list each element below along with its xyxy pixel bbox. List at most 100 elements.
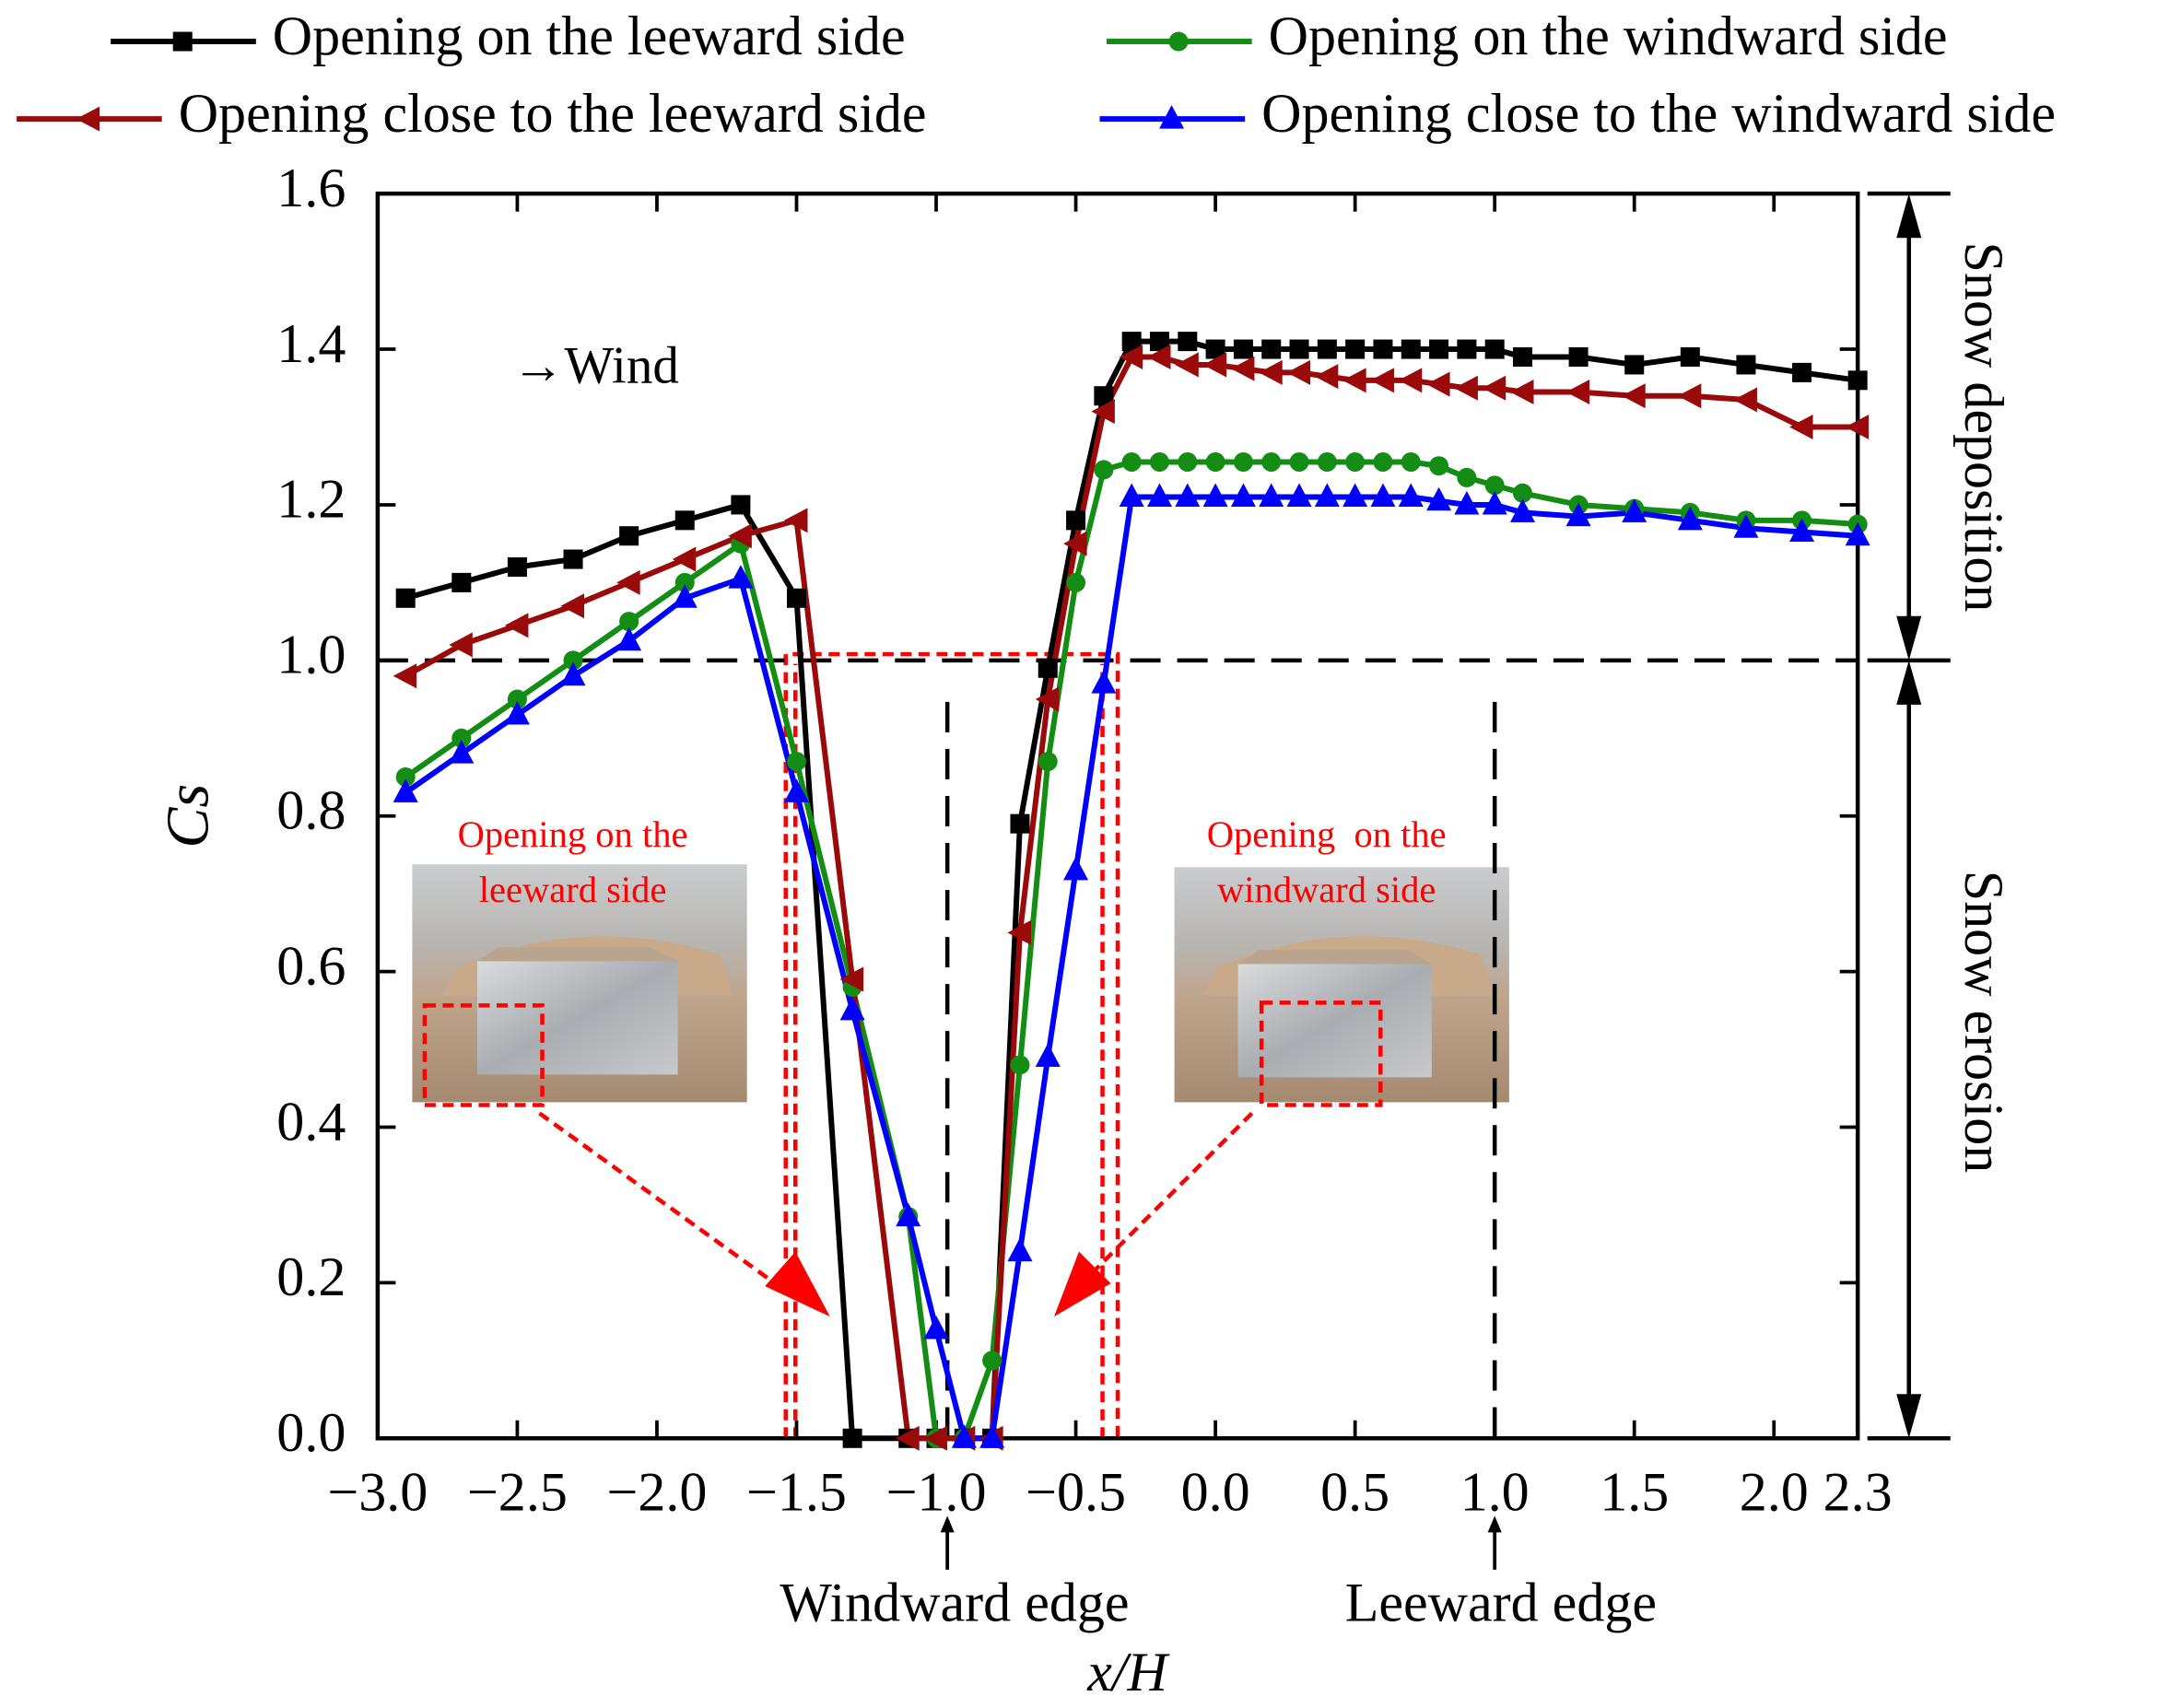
- photo-right: [1174, 867, 1509, 1103]
- range-arrow-head: [1896, 193, 1922, 239]
- edge-label: Leeward edge: [1345, 1572, 1657, 1633]
- marker: [1624, 355, 1645, 375]
- x-tick-label: −0.5: [1026, 1461, 1126, 1523]
- marker: [1789, 518, 1815, 543]
- marker: [1178, 451, 1198, 473]
- marker: [1259, 483, 1284, 508]
- marker: [1345, 451, 1366, 473]
- marker: [1565, 502, 1591, 527]
- marker: [1317, 451, 1337, 473]
- marker: [1289, 339, 1309, 359]
- marker: [1149, 332, 1169, 352]
- marker: [1370, 368, 1394, 393]
- marker: [1146, 483, 1173, 508]
- marker: [672, 546, 697, 572]
- marker: [839, 996, 865, 1021]
- arrow-head: [765, 1251, 830, 1317]
- edge-arrow-head: [940, 1515, 955, 1533]
- marker: [1314, 483, 1340, 508]
- legend-marker: [1168, 31, 1189, 52]
- marker: [1429, 339, 1449, 359]
- marker: [619, 526, 639, 546]
- marker: [1038, 658, 1058, 678]
- legend-label: Opening close to the windward side: [1261, 82, 2056, 144]
- x-tick-label: −3.0: [327, 1461, 428, 1523]
- range-arrow-head: [1896, 660, 1922, 705]
- marker: [1429, 456, 1449, 476]
- marker: [504, 613, 529, 638]
- marker: [672, 584, 698, 608]
- marker: [1233, 451, 1253, 473]
- marker: [923, 1316, 949, 1339]
- legend-marker: [1159, 105, 1185, 129]
- x-tick-label: 1.5: [1600, 1461, 1669, 1523]
- marker: [1091, 670, 1117, 694]
- y-tick-label: 1.6: [276, 157, 346, 218]
- marker: [1401, 339, 1421, 359]
- marker: [1289, 451, 1309, 473]
- marker: [619, 612, 639, 632]
- marker: [1149, 451, 1169, 473]
- marker: [786, 588, 807, 608]
- marker: [560, 661, 586, 686]
- marker: [1568, 346, 1589, 368]
- marker: [1677, 506, 1703, 531]
- marker: [395, 766, 416, 788]
- marker: [1733, 514, 1759, 538]
- marker: [674, 510, 695, 531]
- marker: [1286, 483, 1312, 508]
- x-tick-label: 1.0: [1460, 1461, 1530, 1523]
- x-tick-label: 2.3: [1823, 1461, 1893, 1523]
- wind-annotation: →Wind: [511, 336, 678, 394]
- marker: [1094, 460, 1114, 480]
- marker: [1066, 572, 1086, 592]
- marker: [616, 569, 640, 595]
- marker: [1454, 375, 1478, 401]
- x-tick-label: −1.5: [746, 1461, 847, 1523]
- x-axis-label: x/H: [1086, 1641, 1170, 1702]
- marker: [1509, 379, 1534, 405]
- x-tick-label: 0.5: [1320, 1461, 1389, 1523]
- marker: [1205, 451, 1225, 473]
- marker: [1342, 368, 1366, 393]
- side-label: Snow deposition: [1953, 242, 2015, 613]
- marker: [1509, 498, 1535, 522]
- marker: [1317, 339, 1337, 359]
- marker: [507, 556, 527, 578]
- marker: [449, 740, 475, 764]
- marker: [982, 1351, 1002, 1371]
- marker: [1789, 414, 1813, 440]
- marker: [449, 632, 473, 658]
- marker: [1482, 490, 1507, 515]
- edge-label: Windward edge: [780, 1572, 1129, 1633]
- y-axis-label: Cs: [154, 784, 221, 848]
- y-tick-label: 0.2: [276, 1246, 346, 1307]
- marker: [1484, 339, 1505, 359]
- marker: [674, 572, 695, 592]
- marker: [1512, 483, 1532, 503]
- marker: [1146, 344, 1171, 370]
- marker: [1373, 339, 1393, 359]
- legend-marker: [76, 106, 100, 132]
- marker: [1035, 686, 1060, 712]
- marker: [1733, 387, 1757, 413]
- y-tick-label: 0.8: [276, 778, 346, 840]
- marker: [1482, 375, 1507, 401]
- x-tick-label: −2.5: [467, 1461, 568, 1523]
- marker: [1119, 483, 1144, 508]
- edge-arrow-head: [1487, 1515, 1502, 1533]
- marker: [1677, 383, 1702, 409]
- marker: [896, 1425, 920, 1451]
- legend-label: Opening on the windward side: [1269, 5, 1948, 66]
- marker: [395, 588, 416, 608]
- legend-label: Opening close to the leeward side: [179, 82, 927, 144]
- marker: [1035, 1043, 1061, 1067]
- side-label: Snow erosion: [1953, 871, 2015, 1174]
- marker: [1484, 475, 1505, 496]
- marker: [1202, 483, 1228, 508]
- marker: [1845, 521, 1870, 546]
- x-tick-label: −2.0: [607, 1461, 708, 1523]
- marker: [1286, 359, 1311, 385]
- marker: [1512, 346, 1532, 368]
- marker: [979, 1424, 1005, 1448]
